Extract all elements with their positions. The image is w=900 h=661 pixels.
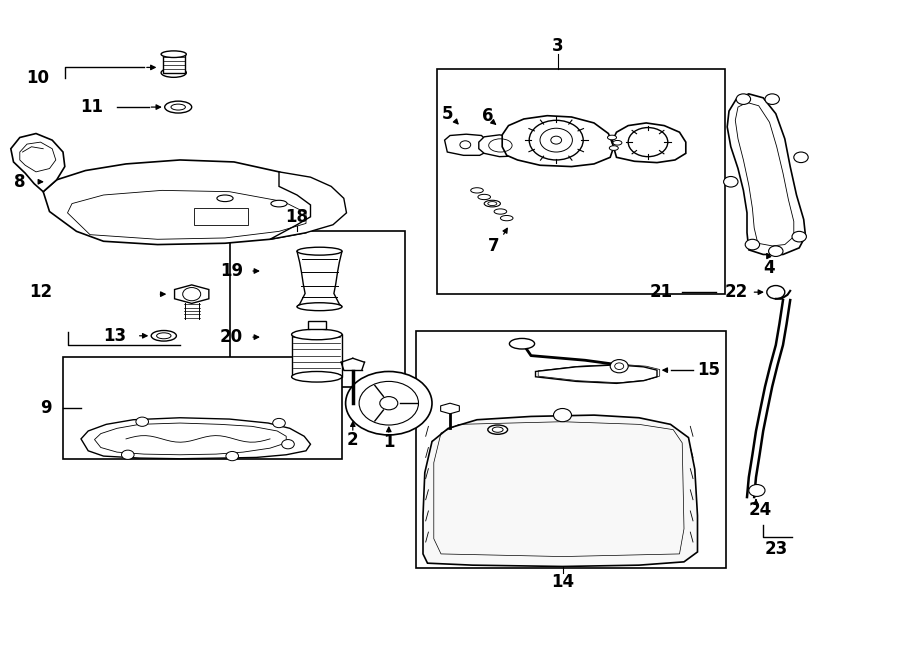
Ellipse shape	[500, 215, 513, 221]
Text: 2: 2	[347, 430, 358, 449]
Circle shape	[359, 381, 418, 425]
Text: 12: 12	[29, 283, 52, 301]
Polygon shape	[536, 365, 657, 383]
Circle shape	[767, 286, 785, 299]
Ellipse shape	[613, 140, 622, 145]
Circle shape	[529, 120, 583, 160]
Circle shape	[792, 231, 806, 242]
Ellipse shape	[157, 332, 171, 338]
Circle shape	[273, 418, 285, 428]
Polygon shape	[81, 418, 310, 459]
Text: 18: 18	[285, 208, 309, 226]
Circle shape	[736, 94, 751, 104]
Circle shape	[380, 397, 398, 410]
Polygon shape	[297, 251, 342, 307]
Bar	[163, 54, 184, 73]
Bar	[308, 321, 326, 329]
Circle shape	[136, 417, 149, 426]
Ellipse shape	[292, 329, 342, 340]
Ellipse shape	[471, 188, 483, 193]
Circle shape	[282, 440, 294, 449]
Circle shape	[749, 485, 765, 496]
Circle shape	[610, 360, 628, 373]
Circle shape	[540, 128, 572, 152]
Circle shape	[183, 288, 201, 301]
Circle shape	[765, 94, 779, 104]
Text: 6: 6	[482, 106, 493, 125]
Ellipse shape	[509, 338, 535, 349]
Text: 15: 15	[698, 361, 721, 379]
Bar	[292, 334, 342, 377]
Text: 8: 8	[14, 173, 25, 191]
Circle shape	[346, 371, 432, 435]
Circle shape	[794, 152, 808, 163]
Text: 10: 10	[26, 69, 50, 87]
Circle shape	[615, 363, 624, 369]
Polygon shape	[502, 116, 614, 167]
Text: 9: 9	[40, 399, 52, 418]
Bar	[416, 330, 726, 568]
Text: 11: 11	[80, 98, 104, 116]
Ellipse shape	[165, 101, 192, 113]
Bar	[230, 231, 405, 387]
Bar	[436, 69, 724, 294]
Polygon shape	[423, 415, 698, 566]
Circle shape	[554, 408, 572, 422]
Polygon shape	[43, 160, 324, 245]
Ellipse shape	[292, 371, 342, 382]
Bar	[194, 208, 248, 225]
Ellipse shape	[161, 68, 186, 77]
Text: 22: 22	[724, 283, 748, 301]
Polygon shape	[11, 134, 65, 192]
Text: 24: 24	[749, 501, 772, 520]
Circle shape	[628, 128, 668, 157]
Text: 23: 23	[764, 539, 788, 558]
Circle shape	[226, 451, 239, 461]
Text: 16: 16	[429, 439, 453, 457]
Polygon shape	[175, 285, 209, 303]
Polygon shape	[612, 123, 686, 163]
Ellipse shape	[217, 195, 233, 202]
Bar	[63, 357, 342, 459]
Ellipse shape	[297, 303, 342, 311]
Polygon shape	[727, 94, 806, 254]
Text: 14: 14	[551, 572, 574, 591]
Polygon shape	[441, 403, 459, 414]
Text: 20: 20	[220, 328, 243, 346]
Ellipse shape	[171, 104, 185, 110]
Polygon shape	[445, 134, 486, 155]
Text: 4: 4	[764, 258, 775, 277]
Ellipse shape	[271, 200, 287, 207]
Polygon shape	[479, 135, 522, 157]
Ellipse shape	[161, 51, 186, 58]
Circle shape	[122, 450, 134, 459]
Ellipse shape	[608, 135, 616, 139]
Circle shape	[745, 239, 760, 250]
Circle shape	[724, 176, 738, 187]
Text: 21: 21	[650, 283, 673, 301]
Circle shape	[460, 141, 471, 149]
Ellipse shape	[492, 427, 503, 432]
Text: 19: 19	[220, 262, 243, 280]
Text: 3: 3	[553, 37, 563, 56]
Ellipse shape	[609, 145, 618, 150]
Text: 1: 1	[383, 432, 394, 451]
Ellipse shape	[297, 247, 342, 255]
Text: 7: 7	[488, 237, 499, 255]
Ellipse shape	[494, 209, 507, 214]
Ellipse shape	[488, 202, 497, 206]
Ellipse shape	[484, 200, 500, 207]
Ellipse shape	[478, 194, 491, 200]
Ellipse shape	[488, 425, 508, 434]
Polygon shape	[270, 172, 346, 239]
Ellipse shape	[151, 330, 176, 341]
Text: 17: 17	[465, 439, 489, 457]
Text: 13: 13	[104, 327, 127, 345]
Circle shape	[551, 136, 562, 144]
Text: 5: 5	[442, 104, 453, 123]
Circle shape	[769, 246, 783, 256]
